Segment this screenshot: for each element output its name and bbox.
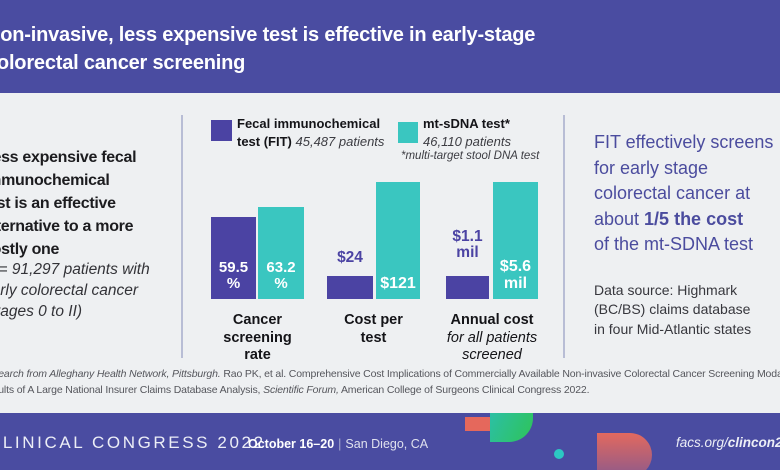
mtsdna-legend-name: mt-sDNA test* <box>423 116 510 131</box>
mtsdna-footnote: *multi-target stool DNA test <box>401 150 540 162</box>
page-title-line2: colorectal cancer screening <box>0 52 246 74</box>
left-heading-line: Less expensive fecal <box>0 149 137 166</box>
sample-size-line: early colorectal cancer <box>0 282 139 299</box>
dates-separator: | <box>338 437 342 451</box>
statement-line: of the mt-SDNA test <box>594 234 754 254</box>
left-heading: Less expensive fecal immunochemical test… <box>0 146 137 261</box>
statement-line: FIT effectively screens <box>594 132 774 152</box>
congress-location: San Diego, CA <box>345 437 429 451</box>
sample-size-line: (stages 0 to II) <box>0 303 83 320</box>
fit-legend-name-line1: Fecal immunochemical <box>237 116 381 131</box>
footer-green-blob-shape <box>490 413 533 442</box>
congress-url-link[interactable]: facs.org/clincon22 <box>676 435 780 450</box>
category-label-screening-rate: Cancer screening rate <box>223 312 292 363</box>
left-heading-line: test is an effective <box>0 195 116 212</box>
bar-annual-cost-fit <box>446 276 489 299</box>
data-source-line: (BC/BS) claims database <box>594 301 751 318</box>
citation-line2: Results of A Large National Insurer Clai… <box>0 384 590 396</box>
statement-highlight: 1/5 the cost <box>644 208 744 229</box>
fit-legend-name-line2: test (FIT) <box>237 134 296 149</box>
mtsdna-legend-label: mt-sDNA test* 46,110 patients <box>423 115 511 151</box>
footer-coral-d-shape <box>597 433 652 470</box>
left-heading-line: costly one <box>0 241 60 258</box>
bar-chart: Fecal immunochemical test (FIT) 45,487 p… <box>182 93 564 378</box>
footer-banner: CLINICAL CONGRESS 2022 October 16–20 | San… <box>0 413 780 470</box>
divider-left <box>181 115 183 358</box>
mtsdna-legend-patients: 46,110 patients <box>423 134 511 149</box>
data-source-line: Data source: Highmark <box>594 282 738 298</box>
bar-value-label-cost-fit: $24 <box>337 249 363 266</box>
bar-value-label: 63.2% <box>266 259 296 292</box>
congress-dates: October 16–20 <box>248 437 335 451</box>
page-title: Non-invasive, less expensive test is eff… <box>0 21 535 77</box>
mtsdna-legend-swatch <box>398 122 418 143</box>
fit-legend-swatch <box>211 120 232 141</box>
left-heading-line: immunochemical <box>0 172 110 189</box>
footer-teal-dot-shape <box>554 449 564 459</box>
fit-legend-patients: 45,487 patients <box>295 134 385 149</box>
sample-size-note: N = 91,297 patients with early colorecta… <box>0 259 150 322</box>
left-heading-line: alternative to a more <box>0 218 134 235</box>
category-label-annual-cost: Annual cost for all patients screened <box>446 312 538 363</box>
header-banner: Non-invasive, less expensive test is eff… <box>0 0 780 93</box>
bar-value-label: $5.6 mil <box>499 258 532 292</box>
statement-line: colorectal cancer at <box>594 183 751 203</box>
data-source-line: in four Mid-Atlantic states <box>594 320 752 337</box>
bar-screening-rate-fit: 59.5% <box>211 217 256 299</box>
sample-size-line: N = 91,297 patients with <box>0 261 150 278</box>
citation-line1: Research from Alleghany Health Network, … <box>0 368 780 380</box>
footer-coral-square-shape <box>465 417 491 431</box>
bar-screening-rate-mtsdna: 63.2% <box>258 207 304 299</box>
bar-annual-cost-mtsdna: $5.6 mil <box>493 182 538 299</box>
statement-line: about 1/5 the cost <box>594 208 744 229</box>
divider-right <box>563 115 565 358</box>
data-source-note: Data source: Highmark (BC/BS) claims dat… <box>594 281 751 339</box>
fit-legend-label: Fecal immunochemical test (FIT) 45,487 p… <box>237 115 384 151</box>
citation: Research from Alleghany Health Network, … <box>0 366 780 398</box>
category-label-cost-per-test: Cost per test <box>344 312 403 346</box>
page-title-line1: Non-invasive, less expensive test is eff… <box>0 24 536 46</box>
congress-dates-location: October 16–20 | San Diego, CA <box>248 437 428 451</box>
bar-value-label: $121 <box>380 275 416 292</box>
key-finding-statement: FIT effectively screens for early stage … <box>594 130 773 258</box>
bar-value-label-annual-fit: $1.1 mil <box>452 228 483 261</box>
bar-cost-fit <box>327 276 373 299</box>
statement-line: for early stage <box>594 157 709 178</box>
congress-title: CLINICAL CONGRESS 2022 <box>0 433 266 452</box>
bar-value-label: 59.5% <box>218 259 249 292</box>
bar-cost-mtsdna: $121 <box>376 182 420 299</box>
